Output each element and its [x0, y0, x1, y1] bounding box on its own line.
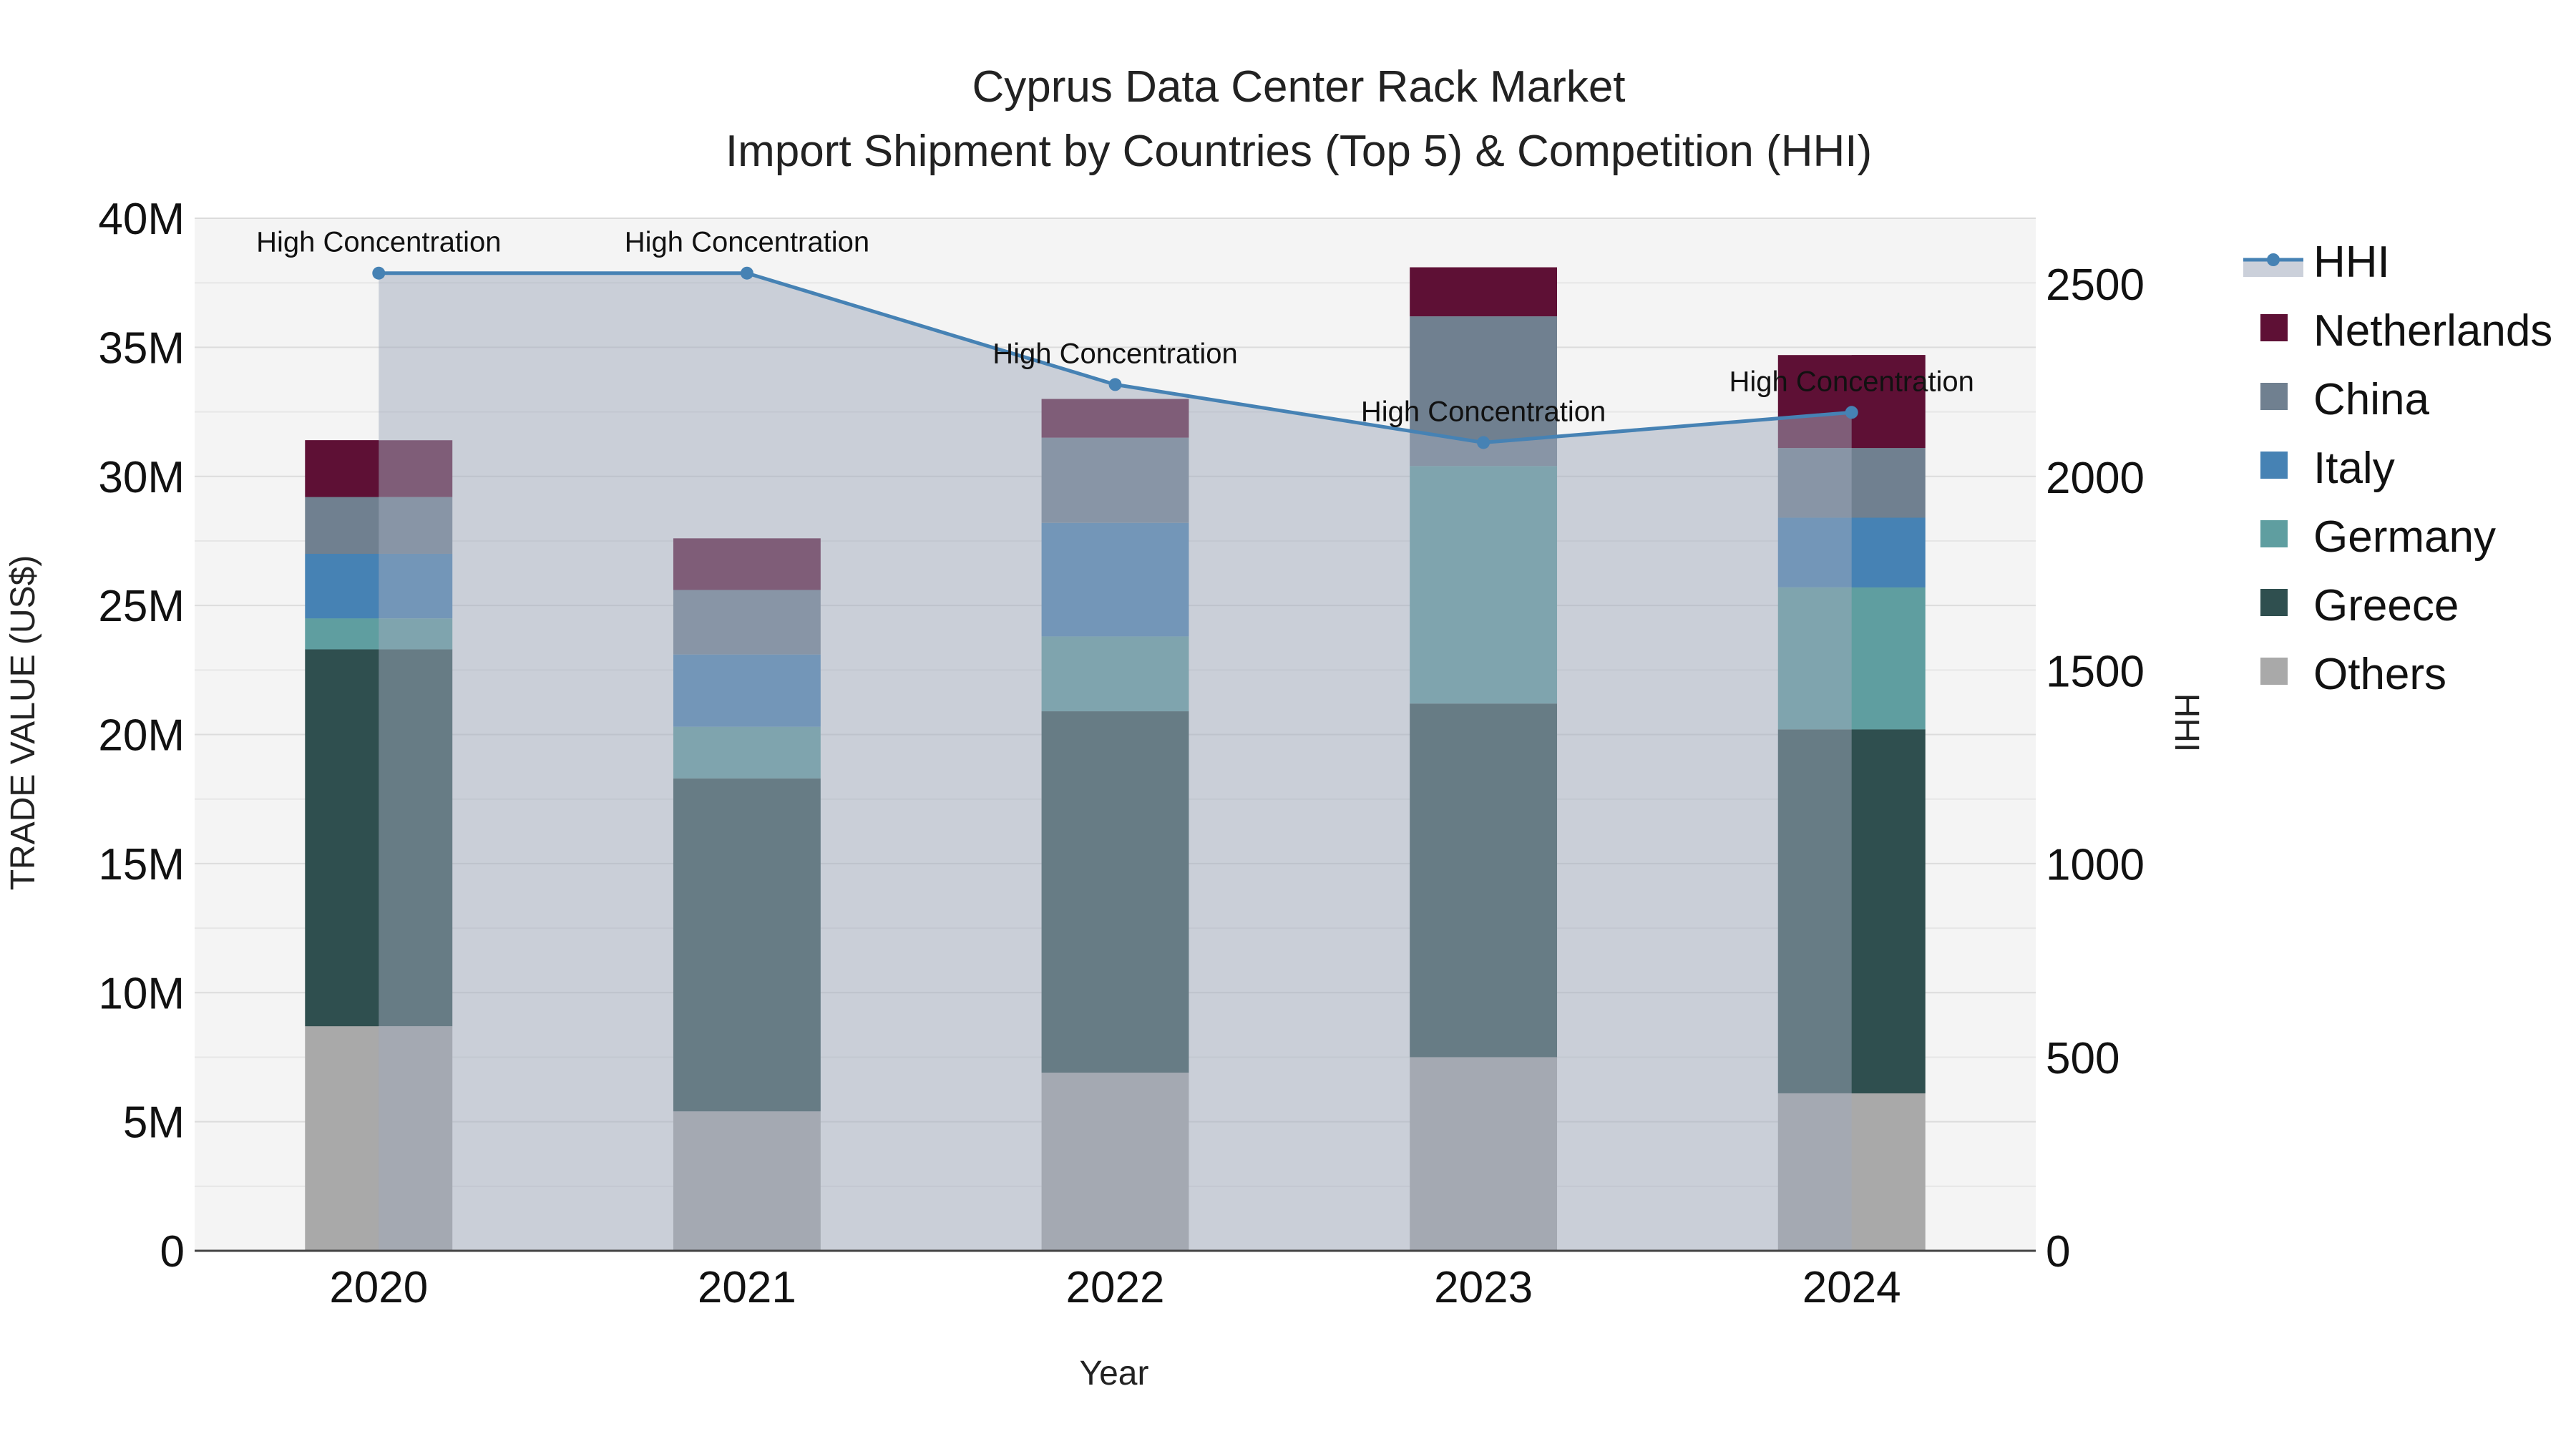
plot-area: 0 5M 10M 15M 20M 25M 30M 35M 40M 0 500 1000 1500 2000…: [98, 195, 2145, 1312]
legend-label-china: China: [2313, 375, 2430, 424]
hhi-point-2021: [740, 266, 753, 280]
y-tick-label: 25M: [98, 582, 185, 631]
bar-solid-half-china-2020: [305, 497, 379, 554]
bar-solid-half-germany-2020: [305, 618, 379, 650]
legend-swatch-china: [2260, 383, 2288, 410]
y-tick-label: 0: [160, 1227, 185, 1277]
y-tick-label: 30M: [98, 453, 185, 502]
chart-title: Cyprus Data Center Rack Market: [972, 62, 1625, 112]
y2-tick-label: 500: [2046, 1034, 2119, 1083]
bar-solid-half-others-2020: [305, 1026, 379, 1251]
bar-solid-half-netherlands-2020: [305, 440, 379, 497]
y-tick-label: 5M: [123, 1098, 185, 1148]
legend-hhi-marker: [2267, 253, 2280, 266]
y-tick-label: 40M: [98, 195, 185, 244]
legend-label-hhi: HHI: [2313, 238, 2390, 287]
y2-tick-label: 2500: [2046, 260, 2145, 310]
y2-tick-label: 1000: [2046, 841, 2145, 890]
hhi-point-2020: [372, 266, 386, 280]
legend: HHI Netherlands China Italy Germany Greece Oth…: [2243, 238, 2552, 699]
x-tick-label: 2020: [329, 1263, 428, 1312]
x-tick-label: 2023: [1434, 1263, 1533, 1312]
legend-label-greece: Greece: [2313, 581, 2459, 630]
legend-swatch-greece: [2260, 589, 2288, 616]
bar-solid-half-germany-2024: [1851, 587, 1926, 730]
chart-title-group: Cyprus Data Center Rack Market Import Sh…: [726, 62, 1872, 176]
legend-swatch-netherlands: [2260, 314, 2288, 341]
x-axis-title: Year: [1080, 1355, 1149, 1392]
hhi-point-2023: [1477, 436, 1491, 449]
chart-subtitle: Import Shipment by Countries (Top 5) & C…: [726, 127, 1872, 176]
y2-tick-label: 2000: [2046, 454, 2145, 503]
bar-solid-half-italy-2024: [1851, 517, 1926, 587]
bar-solid-half-others-2024: [1851, 1093, 1926, 1251]
legend-label-germany: Germany: [2313, 512, 2496, 562]
y-tick-label: 20M: [98, 711, 185, 761]
legend-swatch-others: [2260, 658, 2288, 685]
legend-label-others: Others: [2313, 650, 2446, 699]
x-tick-label: 2021: [698, 1263, 796, 1312]
hhi-area: [379, 273, 1852, 1251]
x-tick-label: 2024: [1802, 1263, 1901, 1312]
y2-axis-title: HHI: [2167, 693, 2205, 753]
hhi-point-2022: [1108, 378, 1122, 391]
y-tick-label: 35M: [98, 323, 185, 373]
bar-solid-half-greece-2024: [1851, 729, 1926, 1093]
y-tick-label: 10M: [98, 969, 185, 1018]
hhi-point-2024: [1845, 406, 1858, 419]
legend-swatch-germany: [2260, 520, 2288, 547]
x-tick-label: 2022: [1066, 1263, 1165, 1312]
bar-solid-half-netherlands-2024: [1851, 355, 1926, 449]
y-axis-title: TRADE VALUE (US$): [4, 555, 42, 891]
bar-solid-half-italy-2020: [305, 553, 379, 619]
hhi-annotation: High Concentration: [1729, 366, 1974, 397]
hhi-annotation: High Concentration: [625, 227, 869, 258]
bar-solid-half-greece-2020: [305, 649, 379, 1027]
legend-label-italy: Italy: [2313, 444, 2395, 493]
y-tick-label: 15M: [98, 840, 185, 889]
bar-solid-half-china-2024: [1851, 448, 1926, 518]
bar-netherlands-2023: [1410, 267, 1558, 317]
y2-tick-label: 1500: [2046, 647, 2145, 696]
y2-tick-label: 0: [2046, 1227, 2070, 1277]
hhi-annotation: High Concentration: [256, 227, 501, 258]
hhi-annotation: High Concentration: [992, 338, 1237, 369]
legend-label-netherlands: Netherlands: [2313, 306, 2552, 356]
legend-swatch-italy: [2260, 452, 2288, 479]
hhi-annotation: High Concentration: [1361, 396, 1606, 427]
